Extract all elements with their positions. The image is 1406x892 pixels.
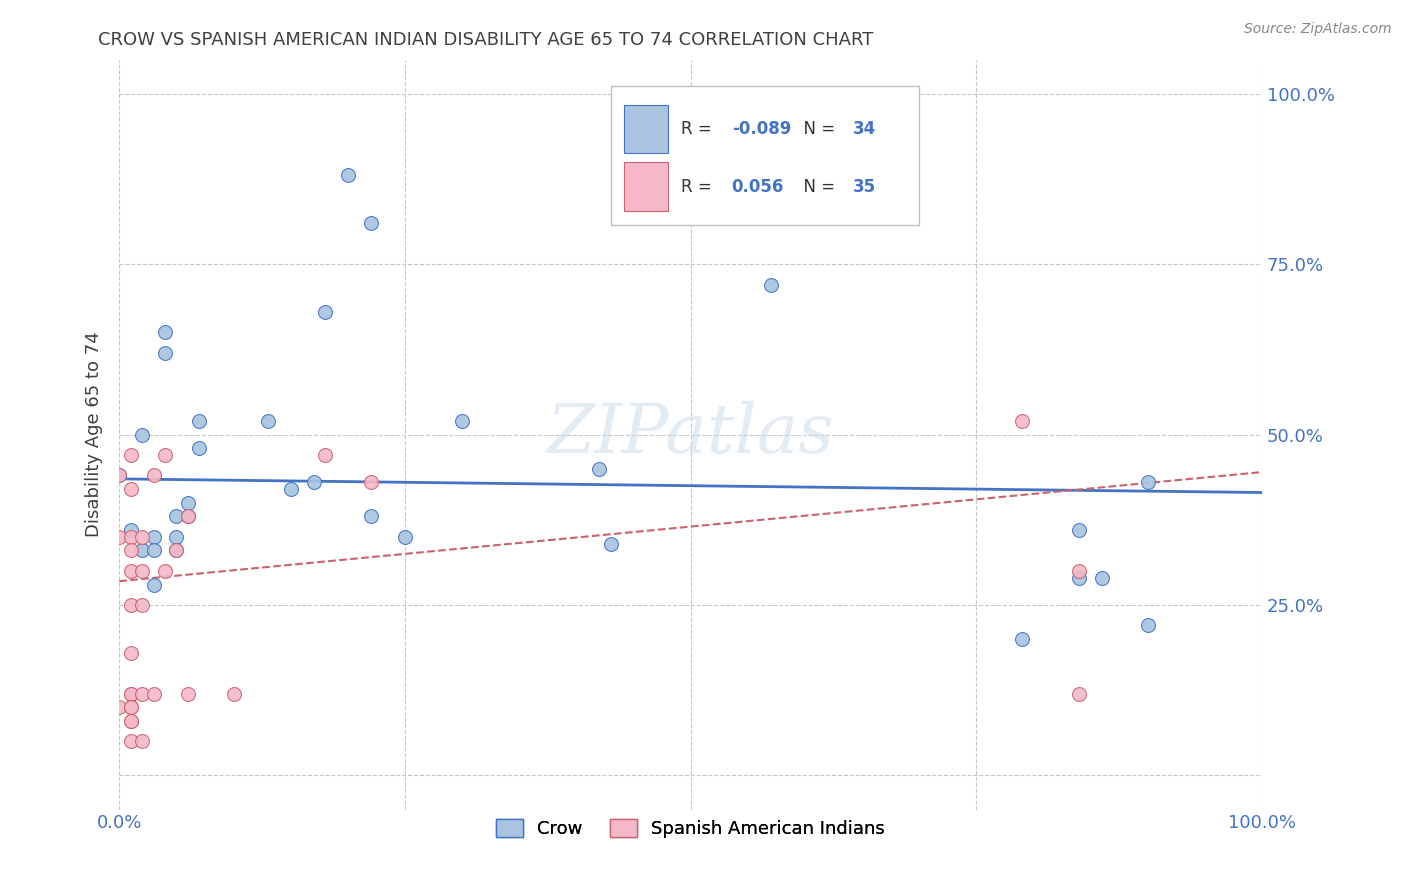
Y-axis label: Disability Age 65 to 74: Disability Age 65 to 74 [86,332,103,538]
Point [120,700,142,714]
Point [120,598,142,612]
Point [120,687,142,701]
Point [599,536,621,550]
Text: 34: 34 [853,120,876,137]
Text: 35: 35 [853,178,876,196]
Point [120,543,142,558]
Point [120,714,142,728]
Point [336,169,359,183]
Point [131,734,153,748]
Point [165,543,187,558]
Point [165,543,187,558]
FancyBboxPatch shape [624,104,668,153]
Point [451,414,474,428]
Point [360,216,382,230]
Point [142,468,165,483]
Point [153,564,176,578]
Point [120,448,142,462]
Text: R =: R = [682,178,723,196]
Point [120,714,142,728]
Point [131,427,153,442]
Point [120,646,142,660]
Point [1067,571,1090,585]
Point [314,305,336,319]
Point [142,530,165,544]
Point [131,598,153,612]
Point [1136,618,1159,632]
Point [222,687,245,701]
Point [1067,523,1090,537]
Point [131,543,153,558]
Point [108,530,131,544]
Point [108,468,131,483]
Point [165,530,187,544]
Text: CROW VS SPANISH AMERICAN INDIAN DISABILITY AGE 65 TO 74 CORRELATION CHART: CROW VS SPANISH AMERICAN INDIAN DISABILI… [98,31,873,49]
Point [165,509,187,524]
Text: N =: N = [793,178,841,196]
Point [108,700,131,714]
Point [120,482,142,496]
Point [120,734,142,748]
Legend: Crow, Spanish American Indians: Crow, Spanish American Indians [489,813,893,846]
Point [256,414,278,428]
Point [177,687,200,701]
Point [120,687,142,701]
Text: ZIPatlas: ZIPatlas [547,401,835,468]
Point [131,530,153,544]
Point [360,475,382,490]
FancyBboxPatch shape [610,86,920,225]
Text: N =: N = [793,120,841,137]
Point [120,564,142,578]
Point [314,448,336,462]
Point [177,496,200,510]
Point [188,414,211,428]
Point [1067,687,1090,701]
Point [360,509,382,524]
Point [188,441,211,455]
Point [280,482,302,496]
Point [1091,571,1114,585]
Point [142,577,165,591]
Point [120,700,142,714]
Point [394,530,416,544]
Point [120,530,142,544]
Point [177,509,200,524]
Text: -0.089: -0.089 [731,120,792,137]
Point [1136,475,1159,490]
Point [153,326,176,340]
Point [1011,632,1033,646]
Point [1011,414,1033,428]
Text: 0.056: 0.056 [731,178,785,196]
Point [588,461,610,475]
Point [131,564,153,578]
Point [131,687,153,701]
Text: R =: R = [682,120,717,137]
Point [177,509,200,524]
Text: Source: ZipAtlas.com: Source: ZipAtlas.com [1244,22,1392,37]
Point [142,687,165,701]
Point [302,475,325,490]
Point [153,345,176,359]
Point [120,523,142,537]
FancyBboxPatch shape [624,162,668,211]
Point [759,277,782,292]
Point [1067,564,1090,578]
Point [108,468,131,483]
Point [153,448,176,462]
Point [142,543,165,558]
